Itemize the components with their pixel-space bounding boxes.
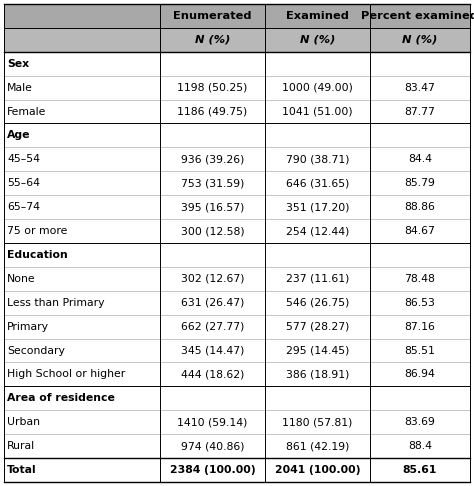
Bar [4, 123, 470, 147]
Text: 351 (17.20): 351 (17.20) [286, 202, 349, 212]
Text: 87.77: 87.77 [404, 106, 435, 117]
Text: Primary: Primary [7, 322, 49, 331]
Bar [370, 4, 470, 28]
Text: 87.16: 87.16 [404, 322, 435, 331]
Bar [265, 4, 370, 28]
Bar [4, 410, 470, 434]
Text: 45–54: 45–54 [7, 155, 40, 164]
Bar [4, 339, 470, 363]
Bar [4, 243, 470, 267]
Bar [4, 28, 160, 52]
Bar [4, 147, 470, 171]
Text: 84.4: 84.4 [408, 155, 432, 164]
Text: N (%): N (%) [402, 35, 438, 45]
Text: 88.4: 88.4 [408, 441, 432, 451]
Bar [4, 219, 470, 243]
Text: Total: Total [7, 465, 36, 475]
Bar [4, 4, 160, 28]
Text: 345 (14.47): 345 (14.47) [181, 346, 244, 356]
Text: 1000 (49.00): 1000 (49.00) [282, 83, 353, 93]
Text: Male: Male [7, 83, 33, 93]
Text: Percent examined: Percent examined [362, 11, 474, 21]
Text: 78.48: 78.48 [404, 274, 435, 284]
Text: 790 (38.71): 790 (38.71) [286, 155, 349, 164]
Text: 86.53: 86.53 [404, 298, 435, 308]
Text: 85.79: 85.79 [404, 178, 435, 188]
Text: N (%): N (%) [300, 35, 335, 45]
Text: 974 (40.86): 974 (40.86) [181, 441, 244, 451]
Text: Enumerated: Enumerated [173, 11, 252, 21]
Text: 936 (39.26): 936 (39.26) [181, 155, 244, 164]
Text: 85.61: 85.61 [403, 465, 437, 475]
Bar [4, 315, 470, 339]
Bar [370, 28, 470, 52]
Text: 861 (42.19): 861 (42.19) [286, 441, 349, 451]
Text: Examined: Examined [286, 11, 349, 21]
Text: Age: Age [7, 130, 30, 140]
Text: 662 (27.77): 662 (27.77) [181, 322, 244, 331]
Bar [4, 76, 470, 100]
Text: 646 (31.65): 646 (31.65) [286, 178, 349, 188]
Text: 2041 (100.00): 2041 (100.00) [274, 465, 360, 475]
Text: 1198 (50.25): 1198 (50.25) [177, 83, 248, 93]
Text: 86.94: 86.94 [404, 369, 435, 380]
Text: 84.67: 84.67 [404, 226, 435, 236]
Text: Education: Education [7, 250, 68, 260]
Text: 75 or more: 75 or more [7, 226, 67, 236]
Text: 395 (16.57): 395 (16.57) [181, 202, 244, 212]
Text: 254 (12.44): 254 (12.44) [286, 226, 349, 236]
Bar [4, 52, 470, 76]
Bar [265, 28, 370, 52]
Text: None: None [7, 274, 36, 284]
Text: 1041 (51.00): 1041 (51.00) [282, 106, 353, 117]
Bar [4, 458, 470, 482]
Text: 444 (18.62): 444 (18.62) [181, 369, 244, 380]
Text: N (%): N (%) [195, 35, 230, 45]
Text: 1186 (49.75): 1186 (49.75) [177, 106, 247, 117]
Bar [4, 195, 470, 219]
Bar [4, 267, 470, 291]
Text: 1180 (57.81): 1180 (57.81) [282, 417, 353, 427]
Bar [160, 4, 265, 28]
Text: 2384 (100.00): 2384 (100.00) [170, 465, 255, 475]
Text: 237 (11.61): 237 (11.61) [286, 274, 349, 284]
Text: 83.47: 83.47 [404, 83, 435, 93]
Bar [4, 363, 470, 386]
Bar [160, 28, 265, 52]
Text: 88.86: 88.86 [404, 202, 435, 212]
Bar [4, 386, 470, 410]
Text: 302 (12.67): 302 (12.67) [181, 274, 244, 284]
Text: 386 (18.91): 386 (18.91) [286, 369, 349, 380]
Text: 1410 (59.14): 1410 (59.14) [177, 417, 248, 427]
Text: Rural: Rural [7, 441, 35, 451]
Text: 546 (26.75): 546 (26.75) [286, 298, 349, 308]
Text: High School or higher: High School or higher [7, 369, 125, 380]
Bar [4, 100, 470, 123]
Bar [4, 291, 470, 315]
Bar [4, 434, 470, 458]
Text: 300 (12.58): 300 (12.58) [181, 226, 245, 236]
Text: Female: Female [7, 106, 46, 117]
Text: 577 (28.27): 577 (28.27) [286, 322, 349, 331]
Text: 753 (31.59): 753 (31.59) [181, 178, 244, 188]
Text: Secondary: Secondary [7, 346, 65, 356]
Text: Sex: Sex [7, 59, 29, 69]
Bar [4, 171, 470, 195]
Text: Urban: Urban [7, 417, 40, 427]
Text: 83.69: 83.69 [404, 417, 435, 427]
Text: 631 (26.47): 631 (26.47) [181, 298, 244, 308]
Text: 55–64: 55–64 [7, 178, 40, 188]
Text: 85.51: 85.51 [404, 346, 435, 356]
Text: Area of residence: Area of residence [7, 393, 115, 403]
Text: 295 (14.45): 295 (14.45) [286, 346, 349, 356]
Text: Less than Primary: Less than Primary [7, 298, 104, 308]
Text: 65–74: 65–74 [7, 202, 40, 212]
